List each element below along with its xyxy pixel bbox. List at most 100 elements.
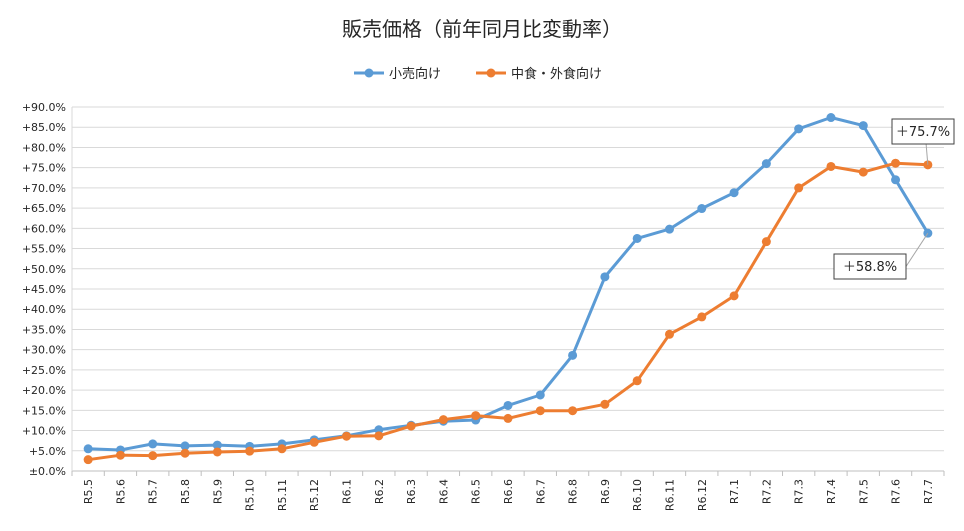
data-point [180,448,190,458]
legend-marker [486,68,496,78]
x-tick-label: R7.1 [728,479,741,504]
data-point [729,188,739,198]
data-point [148,451,158,461]
x-tick-label: R6.10 [631,479,644,511]
y-tick-label: +15.0% [22,404,66,417]
data-point [858,167,868,177]
y-tick-label: +5.0% [29,445,66,458]
x-tick-label: R7.2 [760,479,773,504]
x-tick-label: R6.5 [470,479,483,504]
callout-leader [905,232,929,267]
data-point [471,411,481,421]
data-point [632,376,642,386]
data-point [664,224,674,234]
y-tick-label: +70.0% [22,182,66,195]
x-tick-label: R6.9 [599,479,612,504]
y-tick-label: +65.0% [22,202,66,215]
data-point [212,447,222,457]
data-point [535,406,545,416]
chart-title: 販売価格（前年同月比変動率） [342,17,622,41]
legend-marker [364,68,374,78]
data-point [568,406,578,416]
x-tick-label: R7.3 [793,479,806,504]
data-point [794,183,804,193]
x-tick-label: R6.12 [696,479,709,511]
x-tick-label: R6.11 [663,479,676,511]
x-tick-label: R6.4 [437,479,450,504]
y-tick-label: ±0.0% [29,465,66,478]
data-point [891,175,901,185]
data-point [83,455,93,465]
series-0 [83,113,933,455]
y-tick-label: +90.0% [22,101,66,114]
data-point [600,272,610,282]
data-point [148,439,158,449]
x-tick-label: R5.7 [147,479,160,504]
x-tick-label: R5.9 [211,479,224,504]
y-tick-label: +55.0% [22,243,66,256]
data-point [342,431,352,441]
data-point [600,399,610,409]
data-point [697,312,707,322]
data-point [277,444,287,454]
data-point [503,413,513,423]
y-tick-label: +45.0% [22,283,66,296]
data-point [374,431,384,441]
x-tick-label: R6.6 [502,479,515,504]
x-tick-label: R5.6 [114,479,127,504]
x-tick-label: R7.7 [922,479,935,504]
x-tick-label: R5.11 [276,479,289,511]
x-tick-label: R5.8 [179,479,192,504]
x-tick-label: R5.12 [308,479,321,511]
x-tick-label: R6.2 [373,479,386,504]
x-tick-label: R7.4 [825,479,838,504]
callouts: ＋75.7% ＋58.8% [833,118,955,280]
data-point [406,421,416,431]
y-tick-label: +75.0% [22,162,66,175]
data-point [697,204,707,214]
data-point [858,121,868,131]
data-point [180,441,190,451]
data-point [83,444,93,454]
data-callout: ＋58.8% [833,232,929,280]
y-tick-label: +25.0% [22,364,66,377]
data-point [438,415,448,425]
data-point [761,159,771,169]
series-1 [83,158,933,465]
data-callout: ＋75.7% [891,118,955,165]
x-tick-label: R5.10 [244,479,257,511]
data-point [664,329,674,339]
series-group [83,113,933,465]
grid-lines [72,106,944,472]
y-tick-label: +35.0% [22,323,66,336]
data-point [761,237,771,247]
y-tick-label: +85.0% [22,121,66,134]
y-axis: ±0.0% +5.0% +10.0% +15.0% +20.0% +25.0% +30.0%… [22,101,73,478]
callout-label: ＋75.7% [896,125,950,140]
x-tick-label: R6.7 [534,479,547,504]
x-tick-label: R7.5 [857,479,870,504]
y-tick-label: +40.0% [22,303,66,316]
y-tick-label: +20.0% [22,384,66,397]
x-tick-label: R5.5 [82,479,95,504]
data-point [309,437,319,447]
legend-label: 小売向け [389,66,441,82]
data-point [568,350,578,360]
data-point [503,400,513,410]
data-point [245,446,255,456]
y-tick-label: +10.0% [22,425,66,438]
y-tick-label: +60.0% [22,222,66,235]
data-point [632,233,642,243]
data-point [826,113,836,123]
data-point [891,158,901,168]
y-tick-label: +30.0% [22,344,66,357]
data-point [535,390,545,400]
data-point [729,291,739,301]
x-tick-label: R6.3 [405,479,418,504]
y-tick-label: +50.0% [22,263,66,276]
data-point [115,450,125,460]
callout-box [833,253,907,280]
data-point [212,440,222,450]
